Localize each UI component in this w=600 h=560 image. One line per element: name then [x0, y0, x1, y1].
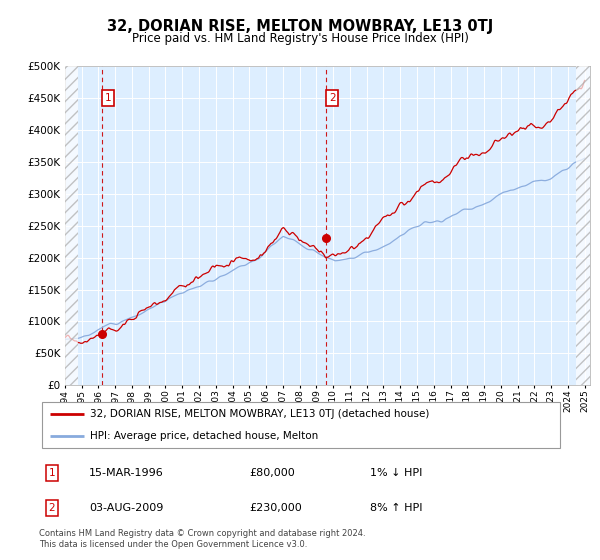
- Text: 1: 1: [49, 468, 55, 478]
- Text: 03-AUG-2009: 03-AUG-2009: [89, 503, 163, 514]
- Text: 1: 1: [104, 93, 111, 103]
- Text: 32, DORIAN RISE, MELTON MOWBRAY, LE13 0TJ: 32, DORIAN RISE, MELTON MOWBRAY, LE13 0T…: [107, 19, 493, 34]
- Text: 15-MAR-1996: 15-MAR-1996: [89, 468, 164, 478]
- Text: £230,000: £230,000: [249, 503, 302, 514]
- Text: 2: 2: [329, 93, 335, 103]
- Text: 2: 2: [49, 503, 55, 514]
- Text: 32, DORIAN RISE, MELTON MOWBRAY, LE13 0TJ (detached house): 32, DORIAN RISE, MELTON MOWBRAY, LE13 0T…: [91, 409, 430, 419]
- Text: 1% ↓ HPI: 1% ↓ HPI: [370, 468, 422, 478]
- Text: Price paid vs. HM Land Registry's House Price Index (HPI): Price paid vs. HM Land Registry's House …: [131, 32, 469, 45]
- Text: 8% ↑ HPI: 8% ↑ HPI: [370, 503, 422, 514]
- FancyBboxPatch shape: [41, 402, 560, 448]
- Text: Contains HM Land Registry data © Crown copyright and database right 2024.
This d: Contains HM Land Registry data © Crown c…: [39, 529, 365, 549]
- Text: HPI: Average price, detached house, Melton: HPI: Average price, detached house, Melt…: [91, 431, 319, 441]
- Text: £80,000: £80,000: [249, 468, 295, 478]
